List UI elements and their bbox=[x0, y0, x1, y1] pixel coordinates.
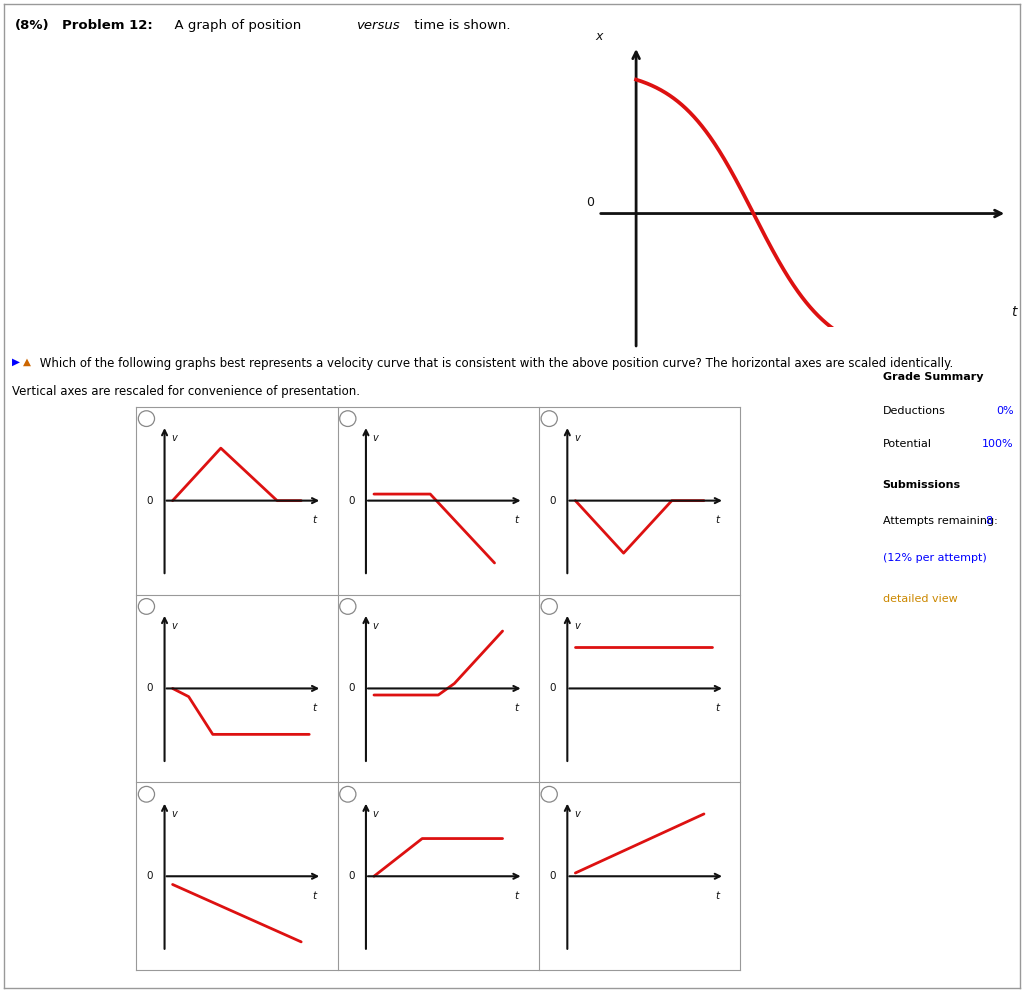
Text: A graph of position: A graph of position bbox=[166, 19, 305, 33]
Text: Which of the following graphs best represents a velocity curve that is consisten: Which of the following graphs best repre… bbox=[36, 357, 953, 370]
Text: Deductions: Deductions bbox=[883, 406, 945, 416]
Text: $t$: $t$ bbox=[1011, 306, 1019, 319]
Text: $v$: $v$ bbox=[372, 621, 380, 631]
Circle shape bbox=[340, 598, 356, 614]
Text: $t$: $t$ bbox=[514, 700, 520, 712]
Text: $v$: $v$ bbox=[573, 809, 582, 819]
Text: Vertical axes are rescaled for convenience of presentation.: Vertical axes are rescaled for convenien… bbox=[11, 385, 359, 399]
Text: Attempts remaining:: Attempts remaining: bbox=[883, 517, 1000, 527]
Text: $t$: $t$ bbox=[312, 889, 318, 901]
Text: 0: 0 bbox=[550, 871, 556, 881]
Text: $t$: $t$ bbox=[312, 513, 318, 525]
Text: $t$: $t$ bbox=[312, 700, 318, 712]
Text: (12% per attempt): (12% per attempt) bbox=[883, 553, 986, 562]
Circle shape bbox=[340, 411, 356, 427]
Text: $t$: $t$ bbox=[715, 889, 722, 901]
Circle shape bbox=[340, 787, 356, 803]
Circle shape bbox=[138, 787, 155, 803]
Text: 0: 0 bbox=[586, 196, 594, 209]
Text: Problem 12:: Problem 12: bbox=[62, 19, 154, 33]
Text: 8: 8 bbox=[985, 517, 992, 527]
Circle shape bbox=[541, 411, 557, 427]
Text: 0: 0 bbox=[348, 871, 354, 881]
Text: Grade Summary: Grade Summary bbox=[883, 372, 983, 382]
Text: $t$: $t$ bbox=[715, 513, 722, 525]
Text: $v$: $v$ bbox=[171, 809, 179, 819]
Circle shape bbox=[541, 787, 557, 803]
Text: Submissions: Submissions bbox=[883, 480, 961, 490]
Text: $t$: $t$ bbox=[715, 700, 722, 712]
Circle shape bbox=[138, 411, 155, 427]
Text: $v$: $v$ bbox=[573, 621, 582, 631]
Text: 0: 0 bbox=[146, 496, 154, 506]
Text: $t$: $t$ bbox=[514, 889, 520, 901]
Text: $v$: $v$ bbox=[372, 434, 380, 443]
Text: 100%: 100% bbox=[982, 439, 1014, 449]
Text: 0: 0 bbox=[146, 683, 154, 693]
Text: (8%): (8%) bbox=[15, 19, 50, 33]
Text: ▲: ▲ bbox=[23, 357, 31, 367]
Text: 0: 0 bbox=[348, 683, 354, 693]
Text: $v$: $v$ bbox=[171, 621, 179, 631]
Text: $v$: $v$ bbox=[171, 434, 179, 443]
Text: ▶: ▶ bbox=[11, 357, 19, 367]
Text: 0: 0 bbox=[550, 683, 556, 693]
Text: Potential: Potential bbox=[883, 439, 932, 449]
Text: $t$: $t$ bbox=[514, 513, 520, 525]
Text: $x$: $x$ bbox=[595, 31, 605, 44]
Text: $v$: $v$ bbox=[372, 809, 380, 819]
Text: 0: 0 bbox=[550, 496, 556, 506]
Text: 0: 0 bbox=[348, 496, 354, 506]
Text: versus: versus bbox=[356, 19, 400, 33]
Text: time is shown.: time is shown. bbox=[410, 19, 510, 33]
Circle shape bbox=[541, 598, 557, 614]
Text: 0: 0 bbox=[146, 871, 154, 881]
Text: detailed view: detailed view bbox=[883, 594, 957, 604]
Text: $v$: $v$ bbox=[573, 434, 582, 443]
Circle shape bbox=[138, 598, 155, 614]
Text: 0%: 0% bbox=[996, 406, 1014, 416]
